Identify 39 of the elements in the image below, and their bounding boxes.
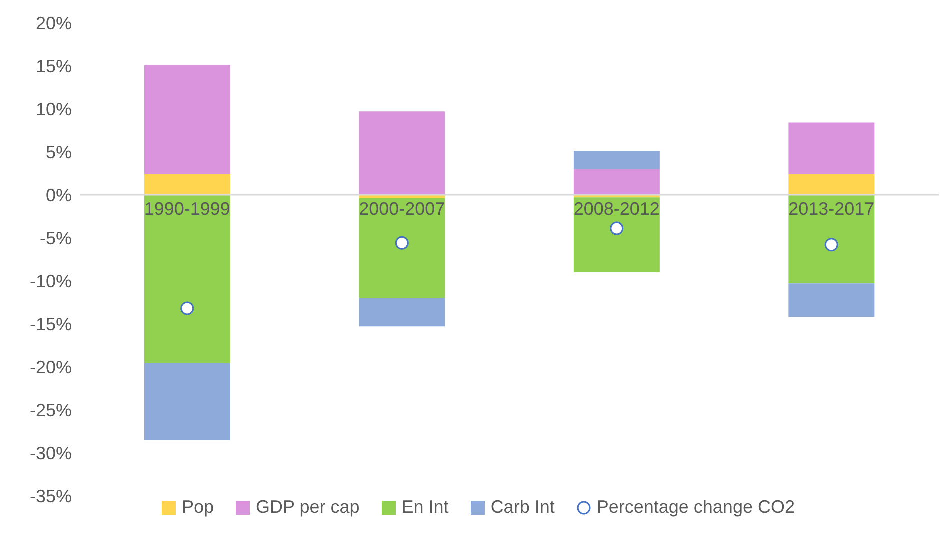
bar xyxy=(788,284,875,318)
bar xyxy=(574,151,660,170)
bar xyxy=(788,122,875,174)
y-tick-label: 20% xyxy=(36,13,72,34)
y-tick-label: 0% xyxy=(46,185,72,206)
legend-label: Percentage change CO2 xyxy=(596,497,795,518)
point xyxy=(610,222,624,236)
point xyxy=(180,302,194,316)
legend-label: Pop xyxy=(182,497,214,518)
y-tick-label: -20% xyxy=(30,357,72,378)
point xyxy=(824,238,838,252)
y-tick-label: -25% xyxy=(30,400,72,420)
bar xyxy=(144,65,230,174)
legend-label: GDP per cap xyxy=(256,497,360,518)
y-tick-label: 15% xyxy=(36,56,72,76)
y-tick-label: -5% xyxy=(40,228,72,248)
bar xyxy=(788,174,875,195)
point xyxy=(395,236,409,250)
x-tick-label: 1990-1999 xyxy=(144,199,230,219)
x-tick-label: 2000-2007 xyxy=(359,199,446,219)
bar xyxy=(144,195,230,364)
x-tick-label: 2008-2012 xyxy=(574,199,660,219)
y-tick-label: -35% xyxy=(30,486,72,506)
y-tick-label: -10% xyxy=(30,271,72,292)
legend-label: Carb Int xyxy=(490,497,555,518)
bar xyxy=(788,195,875,284)
bar xyxy=(359,112,446,195)
y-tick-label: 10% xyxy=(36,99,72,120)
y-tick-label: -15% xyxy=(30,314,72,334)
bar xyxy=(359,298,446,327)
y-tick-label: 5% xyxy=(46,142,72,162)
legend-label: En Int xyxy=(402,497,449,518)
bar xyxy=(144,364,230,440)
x-tick-label: 2013-2017 xyxy=(788,199,875,219)
bar xyxy=(574,198,660,272)
y-tick-label: -30% xyxy=(30,443,72,464)
bar xyxy=(144,174,230,195)
bar xyxy=(359,198,446,298)
bar xyxy=(574,169,660,195)
